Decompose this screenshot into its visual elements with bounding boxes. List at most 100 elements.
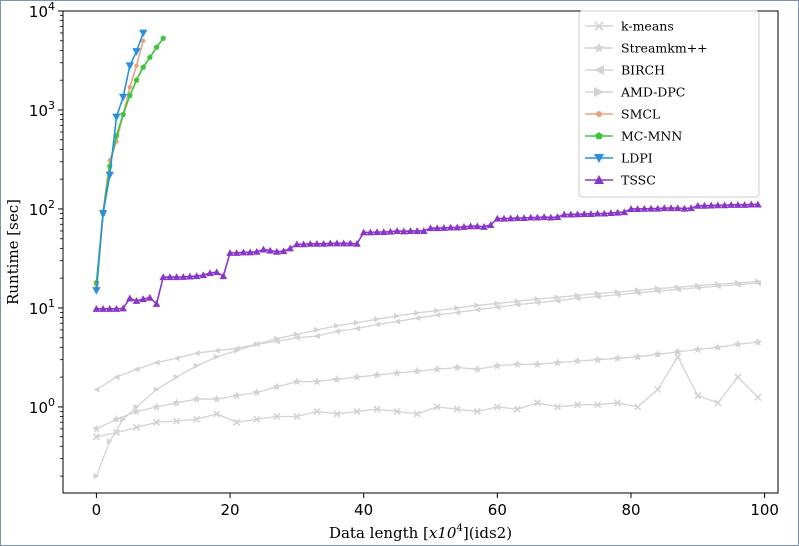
data-point (554, 297, 561, 304)
data-point (700, 201, 709, 209)
data-point (554, 294, 561, 301)
x-tick-label: 100 (750, 501, 779, 519)
data-point (534, 299, 541, 306)
y-tick-label: 100 (29, 396, 55, 417)
legend-label: LDPI (621, 151, 653, 166)
data-point (740, 201, 749, 208)
legend-marker (594, 87, 604, 97)
data-point (120, 111, 126, 117)
data-point (346, 239, 355, 247)
series-k-means (92, 353, 762, 441)
series-layer (92, 29, 763, 480)
legend-label: MC-MNN (621, 129, 682, 144)
data-point (173, 417, 181, 425)
data-point (266, 246, 274, 254)
data-point (119, 304, 127, 312)
data-point (514, 298, 521, 305)
x-tick-label: 20 (221, 501, 240, 519)
data-point (500, 214, 508, 222)
data-point (654, 285, 661, 292)
data-point (466, 222, 475, 230)
data-point (480, 223, 488, 230)
x-axis-ticks: 0 20 40 60 80 100 (92, 493, 779, 519)
data-point (406, 227, 415, 234)
data-point (133, 366, 140, 373)
data-point (193, 415, 201, 423)
data-point (233, 418, 241, 426)
data-point (714, 399, 722, 407)
data-point (179, 273, 188, 280)
data-point (239, 248, 248, 256)
data-point (513, 359, 522, 368)
data-point (374, 321, 381, 328)
data-point (754, 278, 761, 285)
data-point (474, 306, 481, 313)
data-point (99, 305, 107, 312)
data-point (540, 213, 548, 221)
data-point (352, 372, 362, 381)
data-point (293, 331, 300, 338)
data-point (233, 347, 240, 354)
data-point (253, 341, 260, 348)
data-point (153, 359, 160, 366)
data-point (627, 205, 635, 213)
data-point (192, 394, 201, 403)
legend-label: k-means (621, 19, 674, 34)
data-point (133, 403, 140, 410)
data-point (125, 62, 135, 70)
data-point (454, 309, 461, 316)
series-ldpi (92, 29, 148, 295)
data-point (573, 401, 582, 409)
series-line (96, 203, 758, 310)
data-point (433, 224, 442, 232)
legend-entry: MC-MNN (585, 129, 682, 144)
data-point (133, 77, 140, 83)
data-point (412, 366, 422, 375)
data-point (127, 84, 133, 90)
legend-entry: BIRCH (585, 63, 665, 78)
legend-label: TSSC (621, 173, 656, 188)
series-line (95, 37, 164, 283)
x-tick-label: 60 (488, 501, 507, 519)
data-point (553, 213, 562, 221)
data-point (494, 304, 501, 311)
data-point (379, 228, 388, 236)
data-point (272, 382, 282, 391)
data-point (118, 93, 128, 102)
y-tick-label: 102 (29, 198, 55, 219)
data-point (105, 171, 114, 180)
data-point (226, 249, 234, 256)
legend-marker (594, 175, 604, 184)
data-point (634, 403, 642, 411)
data-point (273, 412, 281, 421)
y-axis-label: Runtime [sec] (4, 199, 22, 305)
series-tssc (92, 200, 762, 312)
data-point (534, 296, 541, 303)
data-point (353, 407, 361, 416)
y-axis-ticks: 100 101 102 103 104 (29, 1, 63, 477)
legend-entry: SMCL (585, 107, 660, 122)
data-point (454, 304, 461, 311)
data-point (667, 204, 675, 212)
data-point (273, 338, 280, 345)
y-tick-label: 104 (29, 1, 55, 21)
data-point (259, 245, 268, 253)
data-point (166, 273, 174, 281)
series-line (96, 356, 759, 438)
data-point (172, 398, 181, 407)
series-mc-mnn (93, 35, 167, 286)
data-point (213, 347, 220, 354)
data-point (594, 290, 601, 297)
data-point (186, 272, 194, 280)
data-point (694, 282, 701, 289)
series-line (96, 282, 758, 391)
data-point (413, 227, 421, 234)
data-point (138, 29, 148, 38)
x-axis-label-x: x10 (429, 524, 457, 542)
data-point (112, 414, 121, 423)
data-point (653, 204, 662, 212)
data-point (614, 399, 622, 407)
legend-marker (596, 111, 602, 117)
data-point (193, 362, 200, 369)
data-point (273, 247, 281, 255)
